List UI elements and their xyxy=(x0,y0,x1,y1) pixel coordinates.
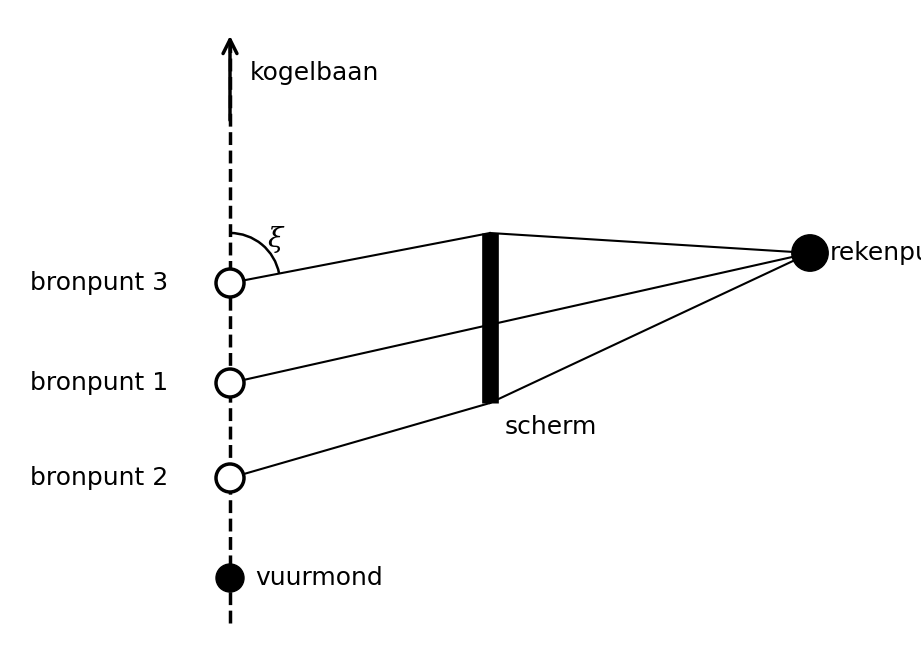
Text: scherm: scherm xyxy=(505,415,598,439)
Circle shape xyxy=(216,464,244,492)
Text: vuurmond: vuurmond xyxy=(255,566,383,590)
Text: bronpunt 1: bronpunt 1 xyxy=(30,371,169,395)
Circle shape xyxy=(792,235,828,271)
Circle shape xyxy=(216,564,244,592)
Text: bronpunt 2: bronpunt 2 xyxy=(30,466,169,490)
Text: rekenpunt: rekenpunt xyxy=(830,241,921,265)
Circle shape xyxy=(216,369,244,397)
Text: bronpunt 3: bronpunt 3 xyxy=(30,271,169,295)
Text: ξ: ξ xyxy=(268,226,284,253)
Circle shape xyxy=(216,269,244,297)
Text: kogelbaan: kogelbaan xyxy=(250,61,379,85)
